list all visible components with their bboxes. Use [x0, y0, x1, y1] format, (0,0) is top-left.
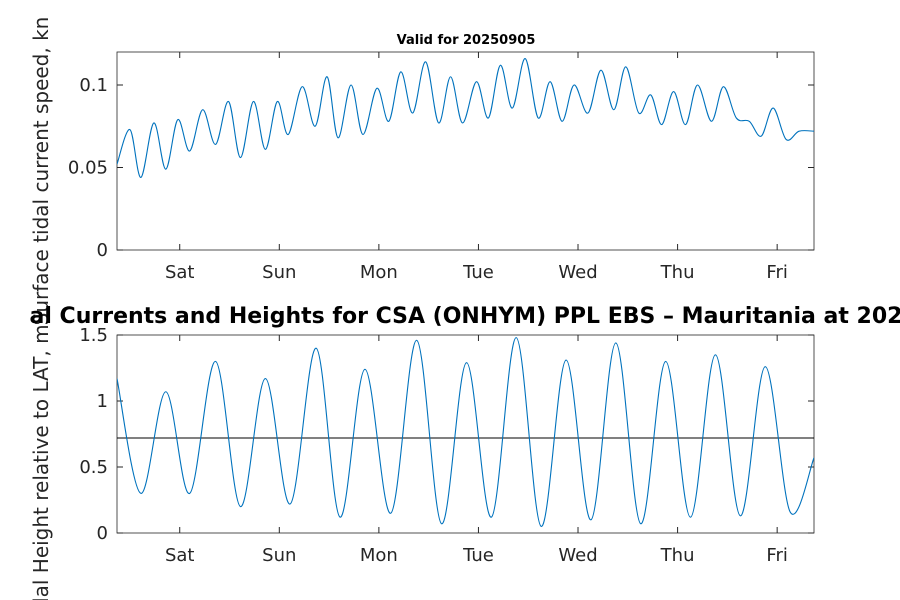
plot-area [116, 51, 815, 251]
tidal-height-line [117, 337, 814, 527]
x-tick-label: Sat [165, 262, 195, 283]
x-tick-label: Sat [165, 545, 195, 566]
x-tick-label: Tue [462, 545, 494, 566]
x-tick-label: Mon [360, 262, 398, 283]
x-tick-label: Sun [262, 545, 296, 566]
y-tick-label: 0.05 [68, 158, 108, 179]
plot-area [116, 334, 815, 534]
y-tick-label: 1 [97, 391, 108, 412]
current-speed-line [117, 58, 814, 178]
y-tick-label: 0.1 [79, 75, 108, 96]
x-tick-label: Fri [766, 262, 787, 283]
figure-main-title: al Currents and Heights for CSA (ONHYM) … [30, 304, 900, 329]
y-tick-label: 0 [97, 523, 108, 544]
y-tick-label: 0 [97, 240, 108, 261]
x-tick-label: Sun [262, 262, 296, 283]
y-tick-label: 1.5 [79, 325, 108, 346]
y-axis-label: Surface tidal current speed, kn [29, 17, 53, 326]
x-tick-label: Thu [660, 545, 695, 566]
current-speed-axes: Sat Sun Mon Tue Wed Thu Fri 0 0.05 0.1 Surface tid… [29, 17, 815, 326]
x-tick-label: Tue [462, 262, 494, 283]
x-tick-label: Wed [558, 545, 597, 566]
tidal-height-axes: Sat Sun Mon Tue Wed Thu Fri 0 0.5 1 1.5 idal Height… [29, 324, 815, 600]
x-tick-label: Thu [660, 262, 695, 283]
speed-chart-title: Valid for 20250905 [397, 33, 536, 48]
x-tick-label: Fri [766, 545, 787, 566]
x-tick-label: Wed [558, 262, 597, 283]
y-tick-label: 0.5 [79, 457, 108, 478]
x-tick-label: Mon [360, 545, 398, 566]
y-axis-label: idal Height relative to LAT, m [29, 324, 53, 600]
